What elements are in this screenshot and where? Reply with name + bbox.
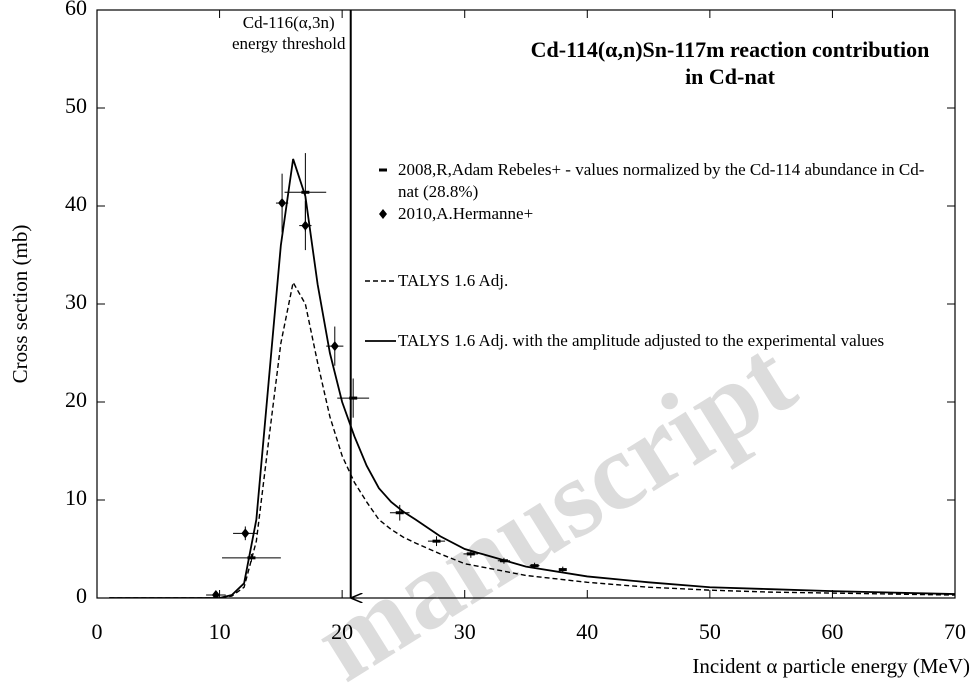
- diamond-marker: [301, 220, 310, 231]
- diamond-marker: [278, 198, 287, 209]
- dash-marker: [432, 539, 441, 543]
- threshold-label: energy threshold: [232, 34, 346, 53]
- dash-marker: [530, 564, 539, 568]
- chart-title-box: Cd-114(α,n)Sn-117m reaction contribution…: [530, 37, 930, 89]
- legend-label-box: 2008,R,Adam Rebeles+ - values normalized…: [398, 160, 925, 201]
- dash-marker: [349, 396, 358, 400]
- y-tick-label: 10: [65, 485, 87, 510]
- diamond-marker: [241, 528, 250, 539]
- legend-label-box: TALYS 1.6 Adj.: [398, 271, 509, 290]
- x-tick-label: 0: [92, 619, 103, 644]
- dash-marker: [301, 190, 310, 194]
- curve: [109, 158, 955, 598]
- diamond-marker: [330, 341, 339, 352]
- x-tick-label: 40: [576, 619, 598, 644]
- diamond-marker: [211, 590, 220, 598]
- x-tick-label: 50: [699, 619, 721, 644]
- y-tick-label: 50: [65, 93, 87, 118]
- y-tick-label: 40: [65, 191, 87, 216]
- legend-label: 2010,A.Hermanne+: [398, 204, 534, 223]
- legend-label-box: 2010,A.Hermanne+: [398, 204, 534, 223]
- y-axis-label: Cross section (mb): [8, 225, 32, 384]
- plot-area: [109, 153, 955, 598]
- x-tick-label: 20: [331, 619, 353, 644]
- x-tick-label: 10: [209, 619, 231, 644]
- x-axis-label: Incident α particle energy (MeV): [692, 654, 970, 678]
- threshold-label: Cd-116(α,3n): [243, 13, 335, 32]
- chart-title: Cd-114(α,n)Sn-117m reaction contribution…: [530, 37, 930, 89]
- dash-marker: [466, 552, 475, 556]
- legend-label: 2008,R,Adam Rebeles+ - values normalized…: [398, 160, 925, 201]
- x-tick-label: 60: [821, 619, 843, 644]
- y-tick-label: 0: [76, 583, 87, 608]
- legend-marker: [379, 209, 387, 219]
- y-tick-label: 20: [65, 387, 87, 412]
- y-tick-label: 60: [65, 0, 87, 20]
- legend-label-box: TALYS 1.6 Adj. with the amplitude adjust…: [398, 331, 885, 350]
- legend-label: TALYS 1.6 Adj.: [398, 271, 509, 290]
- legend-label: TALYS 1.6 Adj. with the amplitude adjust…: [398, 331, 885, 350]
- dash-marker: [558, 568, 567, 572]
- y-tick-label: 30: [65, 289, 87, 314]
- x-tick-label: 70: [944, 619, 966, 644]
- legend-marker: [379, 168, 387, 172]
- x-tick-label: 30: [454, 619, 476, 644]
- dash-marker: [395, 511, 404, 515]
- curve: [109, 280, 955, 598]
